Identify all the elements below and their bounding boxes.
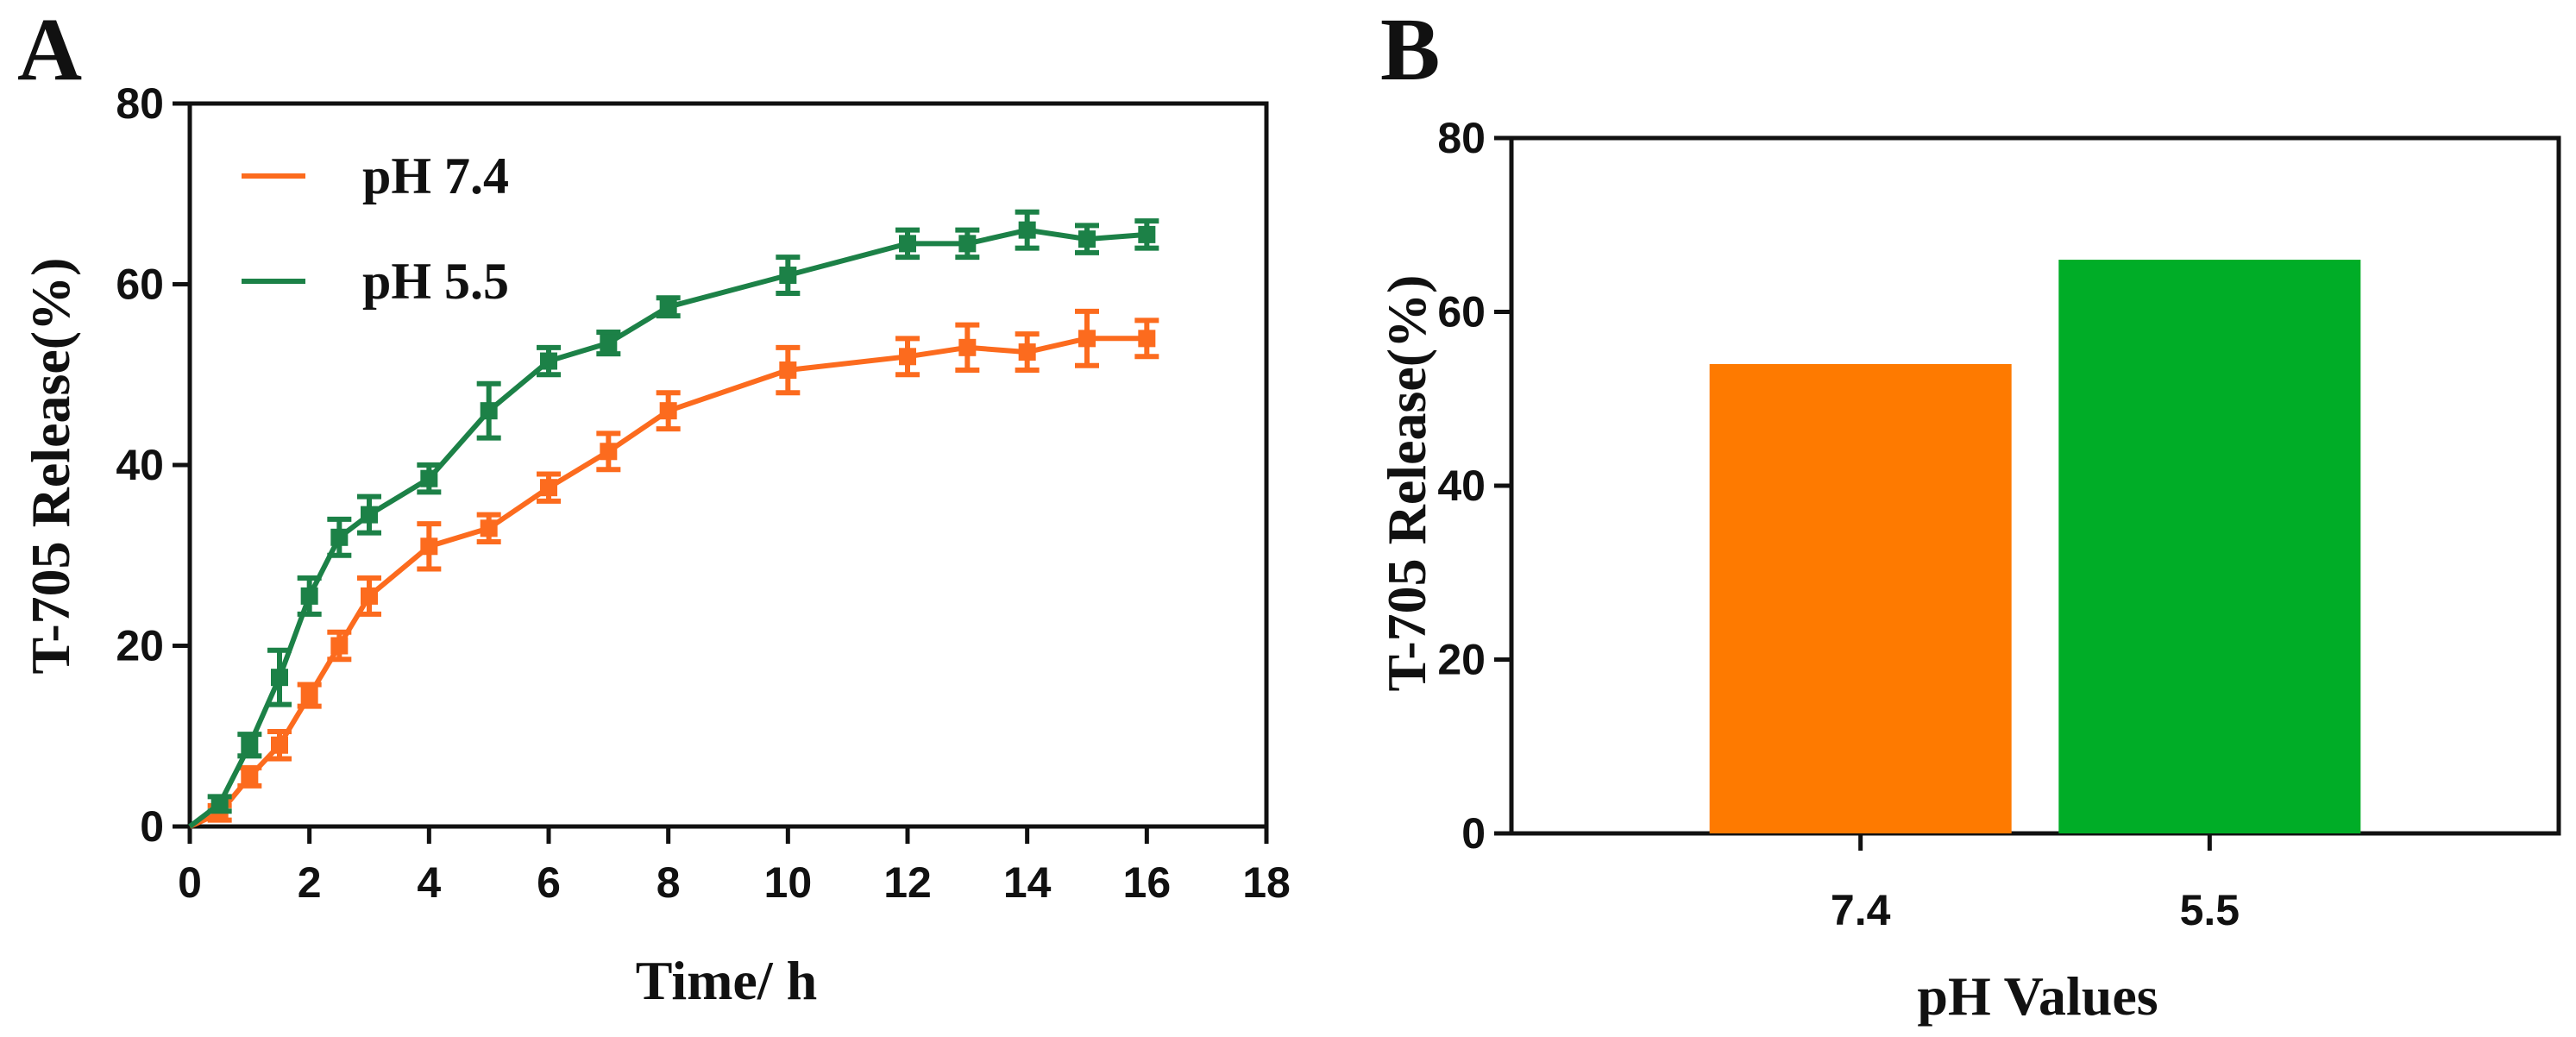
chart-b-y-tick-label: 40 [1437,462,1486,510]
chart-a-legend-label: pH 7.4 [362,148,509,204]
chart-a-data-point [330,528,349,546]
chart-b-bars-group: 7.4 5.5 [1709,260,2361,934]
chart-b-plot-frame [1509,135,2561,836]
chart-a-y-axis-label: T-705 Release(%) [20,258,81,675]
chart-a-data-point [779,267,797,285]
chart-a-x-tick-label: 16 [1123,858,1172,907]
chart-b-x-tick-label: 5.5 [2180,886,2240,934]
chart-a-axes: 0 2 4 6 8 10 12 14 16 18 0 20 40 60 80 [116,79,1290,907]
chart-a-series [188,209,1159,829]
chart-a-data-point [958,235,977,253]
chart-b-y-tick-label: 20 [1437,636,1486,684]
chart-a-x-tick-label: 10 [764,858,813,907]
chart-b-x-axis-label: pH Values [1917,965,2158,1027]
chart-a-y-tick-label: 40 [116,441,164,489]
chart-a-legend-label: pH 5.5 [362,253,509,310]
chart-a-y-tick-label: 20 [116,622,164,670]
chart-a-x-tick-label: 18 [1242,858,1291,907]
chart-a-x-tick-label: 4 [417,858,441,907]
chart-b-bar [1709,363,2012,833]
chart-b-y-tick-label: 0 [1461,809,1486,858]
line-chart-panel-a: A T-705 Release(%) Time/ h 0 2 4 6 8 10 12 14 16… [17,0,1291,1011]
chart-a-data-point [241,736,259,754]
chart-a-y-tick-label: 0 [140,802,164,851]
chart-a-series-group [188,209,1159,829]
chart-a-data-point [958,338,977,356]
chart-a-series [188,308,1159,829]
chart-a-data-point [480,402,498,420]
chart-a-data-point [271,736,288,754]
chart-a-data-point [1018,221,1036,239]
chart-a-data-point [1138,330,1156,348]
chart-a-data-point [300,687,318,705]
chart-a-data-point [600,443,618,461]
panel-label-a: A [17,0,82,99]
chart-a-plot-frame [187,101,1269,829]
chart-b-y-axis-label: T-705 Release(%) [1376,275,1437,692]
chart-a-data-point [659,298,677,316]
chart-a-data-point [420,469,438,487]
chart-a-data-point [1018,343,1036,361]
chart-a-data-point [480,519,498,537]
chart-a-x-axis-label: Time/ h [636,950,817,1011]
chart-a-data-point [1078,330,1096,348]
chart-a-data-point [899,235,916,253]
chart-b-bar [2058,260,2361,833]
chart-b-y-tick-label: 60 [1437,288,1486,336]
chart-b-axes: 0 20 40 60 80 [1437,114,2561,858]
chart-a-x-tick-label: 6 [537,858,561,907]
chart-a-data-point [779,361,797,380]
chart-b-y-tick-label: 80 [1437,114,1486,162]
chart-a-legend: pH 7.4 pH 5.5 [242,148,509,310]
chart-a-x-tick-label: 12 [883,858,932,907]
chart-a-data-point [300,587,318,605]
chart-a-data-point [899,348,916,366]
chart-a-data-point [540,479,557,497]
chart-a-data-point [540,352,557,370]
chart-a-data-point [361,506,378,524]
bar-chart-panel-b: B T-705 Release(%) pH Values 0 20 40 60 80 7… [1376,0,2561,1027]
chart-a-data-point [1138,225,1156,243]
chart-a-x-tick-label: 8 [657,858,681,907]
chart-a-x-tick-label: 2 [298,858,322,907]
chart-a-y-tick-label: 60 [116,261,164,309]
chart-a-data-point [1078,230,1096,248]
chart-a-data-point [659,402,677,420]
chart-a-series-line [188,227,1147,829]
panel-label-b: B [1380,0,1440,99]
chart-a-data-point [271,669,288,687]
chart-a-x-tick-label: 0 [178,858,202,907]
chart-a-data-point [330,637,349,655]
chart-a-data-point [420,537,438,556]
chart-a-data-point [361,587,378,605]
chart-b-x-tick-label: 7.4 [1831,886,1891,934]
chart-a-data-point [241,768,259,786]
chart-a-y-tick-label: 80 [116,79,164,128]
chart-a-data-point [600,334,618,352]
chart-a-x-tick-label: 14 [1003,858,1052,907]
chart-a-data-point [210,795,229,813]
